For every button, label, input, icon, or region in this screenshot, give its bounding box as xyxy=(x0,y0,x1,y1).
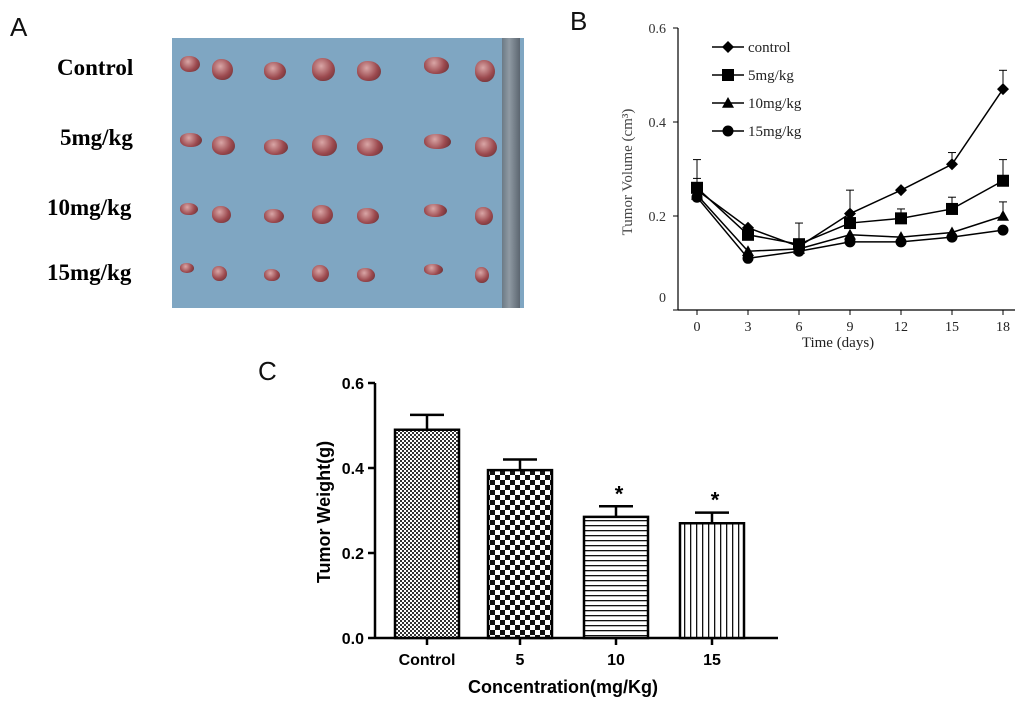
tumor-sample xyxy=(357,208,379,224)
chart-b-y-tick-label: 0.6 xyxy=(649,22,667,37)
tumor-sample xyxy=(212,59,233,80)
data-point xyxy=(844,228,856,240)
data-point xyxy=(997,210,1009,221)
data-point xyxy=(895,212,907,225)
tumor-sample xyxy=(180,56,200,72)
chart-c-x-tick-label: 10 xyxy=(607,652,625,669)
tumor-sample xyxy=(475,267,489,283)
bar-5 xyxy=(486,468,554,640)
data-point xyxy=(742,228,754,241)
tumor-sample xyxy=(180,263,194,273)
chart-c-x-tick-label: Control xyxy=(399,652,456,669)
panel-a-letter: A xyxy=(10,12,28,42)
data-point xyxy=(997,174,1009,187)
chart-b-x-tick-label: 3 xyxy=(745,320,752,335)
chart-b-x-tick-label: 18 xyxy=(996,320,1010,335)
tumor-sample xyxy=(475,137,497,157)
legend-label: 5mg/kg xyxy=(748,68,794,84)
tumor-sample xyxy=(424,57,449,74)
data-point xyxy=(895,236,907,248)
significance-marker: * xyxy=(711,488,720,513)
chart-b-x-tick-label: 12 xyxy=(894,320,908,335)
chart-b-legend: control 5mg/kg 10mg/kg 15mg/kg xyxy=(712,40,802,140)
chart-b-x-tick-label: 0 xyxy=(694,320,701,335)
chart-b-y-tick-label: 0.4 xyxy=(649,116,667,131)
tumor-sample xyxy=(312,135,337,156)
tumor-sample xyxy=(264,269,280,281)
chart-b-y-axis-title: Tumor Volume (cm³) xyxy=(620,109,636,236)
tumor-sample xyxy=(424,204,447,217)
chart-c-x-tick-label: 15 xyxy=(703,652,721,669)
tumor-sample xyxy=(180,133,202,147)
chart-c-x-tick-label: 5 xyxy=(516,652,525,669)
tumor-sample xyxy=(264,139,288,155)
data-point xyxy=(742,252,754,264)
tumor-sample xyxy=(264,209,284,223)
photo-row-label-10mg: 10mg/kg xyxy=(47,195,132,220)
data-point xyxy=(722,97,734,108)
bar-10 xyxy=(582,515,650,640)
legend-label: control xyxy=(748,40,791,56)
data-point xyxy=(691,181,703,194)
photo-row-label-5mg: 5mg/kg xyxy=(60,125,133,150)
tumor-sample xyxy=(424,134,451,149)
data-point xyxy=(946,231,958,243)
data-point xyxy=(895,184,907,197)
data-point xyxy=(946,202,958,215)
tumor-photo xyxy=(172,38,524,308)
chart-c-y-tick-label: 0.6 xyxy=(342,376,364,393)
tumor-sample xyxy=(475,207,493,225)
significance-marker: * xyxy=(615,481,624,506)
chart-b-axes: 0 0.2 0.4 0.6 0 3 6 9 12 15 18 Time (days) Tumor Vol… xyxy=(620,22,1015,351)
data-point xyxy=(997,224,1009,236)
chart-b-x-tick-label: 6 xyxy=(796,320,803,335)
data-point xyxy=(793,245,805,257)
tumor-sample xyxy=(357,138,383,156)
bar-15 xyxy=(678,522,746,640)
tumor-sample xyxy=(357,61,381,81)
chart-c-y-tick-label: 0.2 xyxy=(342,546,364,563)
tumor-sample xyxy=(312,58,335,81)
tumor-sample xyxy=(264,62,286,80)
data-point xyxy=(722,69,734,81)
data-point xyxy=(722,125,734,137)
tumor-sample xyxy=(212,136,235,155)
tumor-sample xyxy=(312,205,333,224)
tumor-sample xyxy=(357,268,375,282)
legend-label: 15mg/kg xyxy=(748,124,802,140)
chart-c-y-axis-title: Tumor Weight(g) xyxy=(314,441,334,583)
photo-ruler xyxy=(502,38,520,308)
photo-row-label-control: Control xyxy=(57,55,134,80)
legend-label: 10mg/kg xyxy=(748,96,802,112)
chart-c-y-tick-label: 0.4 xyxy=(342,461,364,478)
data-point xyxy=(844,217,856,230)
tumor-sample xyxy=(180,203,198,215)
chart-b-x-tick-label: 15 xyxy=(945,320,959,335)
photo-row-label-15mg: 15mg/kg xyxy=(47,260,132,285)
chart-c-y-tick-label: 0.0 xyxy=(342,631,364,648)
data-point xyxy=(691,191,703,203)
tumor-sample xyxy=(475,60,495,82)
panel-c-letter: C xyxy=(258,356,277,386)
chart-b-y-tick-label: 0 xyxy=(659,291,666,306)
chart-b-marks xyxy=(691,69,1009,264)
data-point xyxy=(844,236,856,248)
bar-control xyxy=(393,428,461,640)
tumor-sample xyxy=(212,206,231,223)
tumor-sample xyxy=(312,265,329,282)
data-point xyxy=(742,245,754,257)
chart-b-x-tick-label: 9 xyxy=(847,320,854,335)
chart-b-x-axis-title: Time (days) xyxy=(802,335,874,351)
data-point xyxy=(946,158,958,171)
data-point xyxy=(997,83,1009,96)
chart-c-x-axis-title: Concentration(mg/Kg) xyxy=(468,677,658,697)
tumor-sample xyxy=(212,266,227,281)
panel-b-letter: B xyxy=(570,6,588,36)
tumor-sample xyxy=(424,264,443,275)
chart-b-y-tick-label: 0.2 xyxy=(649,210,667,225)
chart-c-marks: * * xyxy=(393,413,746,640)
data-point xyxy=(722,41,734,53)
